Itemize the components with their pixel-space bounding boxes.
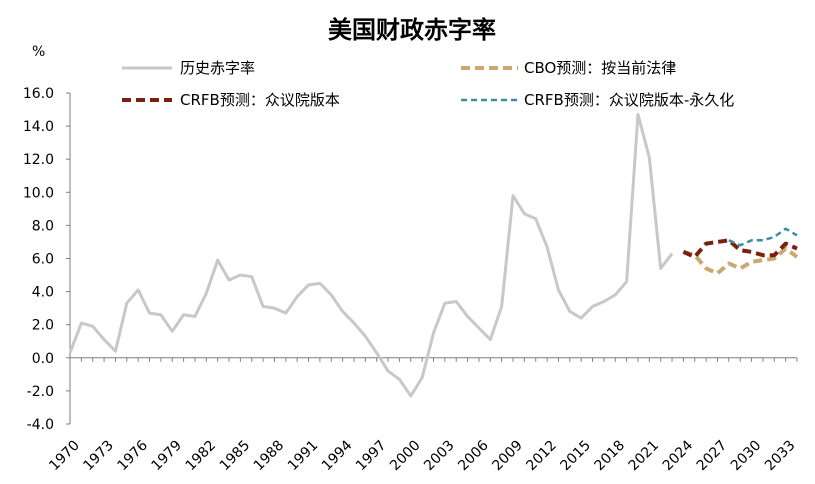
x-tick-label: 1997 <box>353 438 390 475</box>
x-tick-label: 2030 <box>728 438 765 475</box>
legend-item-cbo: CBO预测：按当前法律 <box>461 59 676 77</box>
x-tick-label: 2021 <box>626 438 663 475</box>
x-tick-label: 2015 <box>557 438 594 475</box>
y-tick-label: 0.0 <box>32 351 54 367</box>
y-tick-label: 16.0 <box>23 86 54 102</box>
x-tick-label: 1988 <box>251 438 288 475</box>
legend-label-crfb-permanent: CRFB预测：众议院版本-永久化 <box>524 91 734 109</box>
x-tick-label: 2009 <box>489 438 526 475</box>
x-tick-label: 1982 <box>183 438 220 475</box>
x-tick-label: 2018 <box>592 438 629 475</box>
legend-item-crfb-house: CRFB预测：众议院版本 <box>122 91 340 109</box>
x-tick-label: 1994 <box>319 437 356 474</box>
y-tick-label: 4.0 <box>32 285 54 301</box>
series-line-crfb-permanent <box>728 227 798 247</box>
legend: 历史赤字率 CBO预测：按当前法律 CRFB预测：众议院版本 CRFB预测：众议… <box>122 59 734 109</box>
x-tick-label: 2000 <box>387 438 424 475</box>
x-tick-label: 1979 <box>149 438 186 475</box>
x-tick-label: 1973 <box>80 438 117 475</box>
y-tick-label: 6.0 <box>32 252 54 268</box>
y-tick-label: 12.0 <box>23 152 54 168</box>
x-tick-label: 1985 <box>217 438 254 475</box>
x-tick-label: 2027 <box>694 438 731 475</box>
y-tick-label: 14.0 <box>23 119 54 135</box>
y-tick-label: 2.0 <box>32 318 54 334</box>
legend-item-history: 历史赤字率 <box>122 59 255 77</box>
x-tick-label: 2003 <box>421 438 458 475</box>
x-tick-label: 2012 <box>523 438 560 475</box>
x-tick-label: 1991 <box>285 438 322 475</box>
legend-label-cbo: CBO预测：按当前法律 <box>524 59 676 77</box>
series-layer <box>68 113 799 398</box>
legend-label-history: 历史赤字率 <box>180 59 255 77</box>
y-tick-label: -4.0 <box>27 417 54 433</box>
axes <box>69 93 797 424</box>
x-tick-label: 2006 <box>455 437 492 474</box>
x-tick-label: 1976 <box>114 437 151 474</box>
y-tick-label: 8.0 <box>32 218 54 234</box>
x-tick-label: 1970 <box>46 438 83 475</box>
chart-title: 美国财政赤字率 <box>328 16 496 44</box>
x-tick-label: 2024 <box>660 437 697 474</box>
y-tick-label: -2.0 <box>27 384 54 400</box>
legend-label-crfb-house: CRFB预测：众议院版本 <box>180 91 340 109</box>
y-axis-ticks: 16.0 14.0 12.0 10.0 8.0 6.0 4.0 2.0 0.0 -2.0 -4.0 <box>23 86 70 433</box>
y-tick-label: 10.0 <box>23 185 54 201</box>
y-axis-unit: % <box>32 44 45 60</box>
x-tick-label: 2033 <box>762 438 799 475</box>
series-line-history <box>68 113 674 398</box>
legend-item-crfb-permanent: CRFB预测：众议院版本-永久化 <box>461 91 734 109</box>
